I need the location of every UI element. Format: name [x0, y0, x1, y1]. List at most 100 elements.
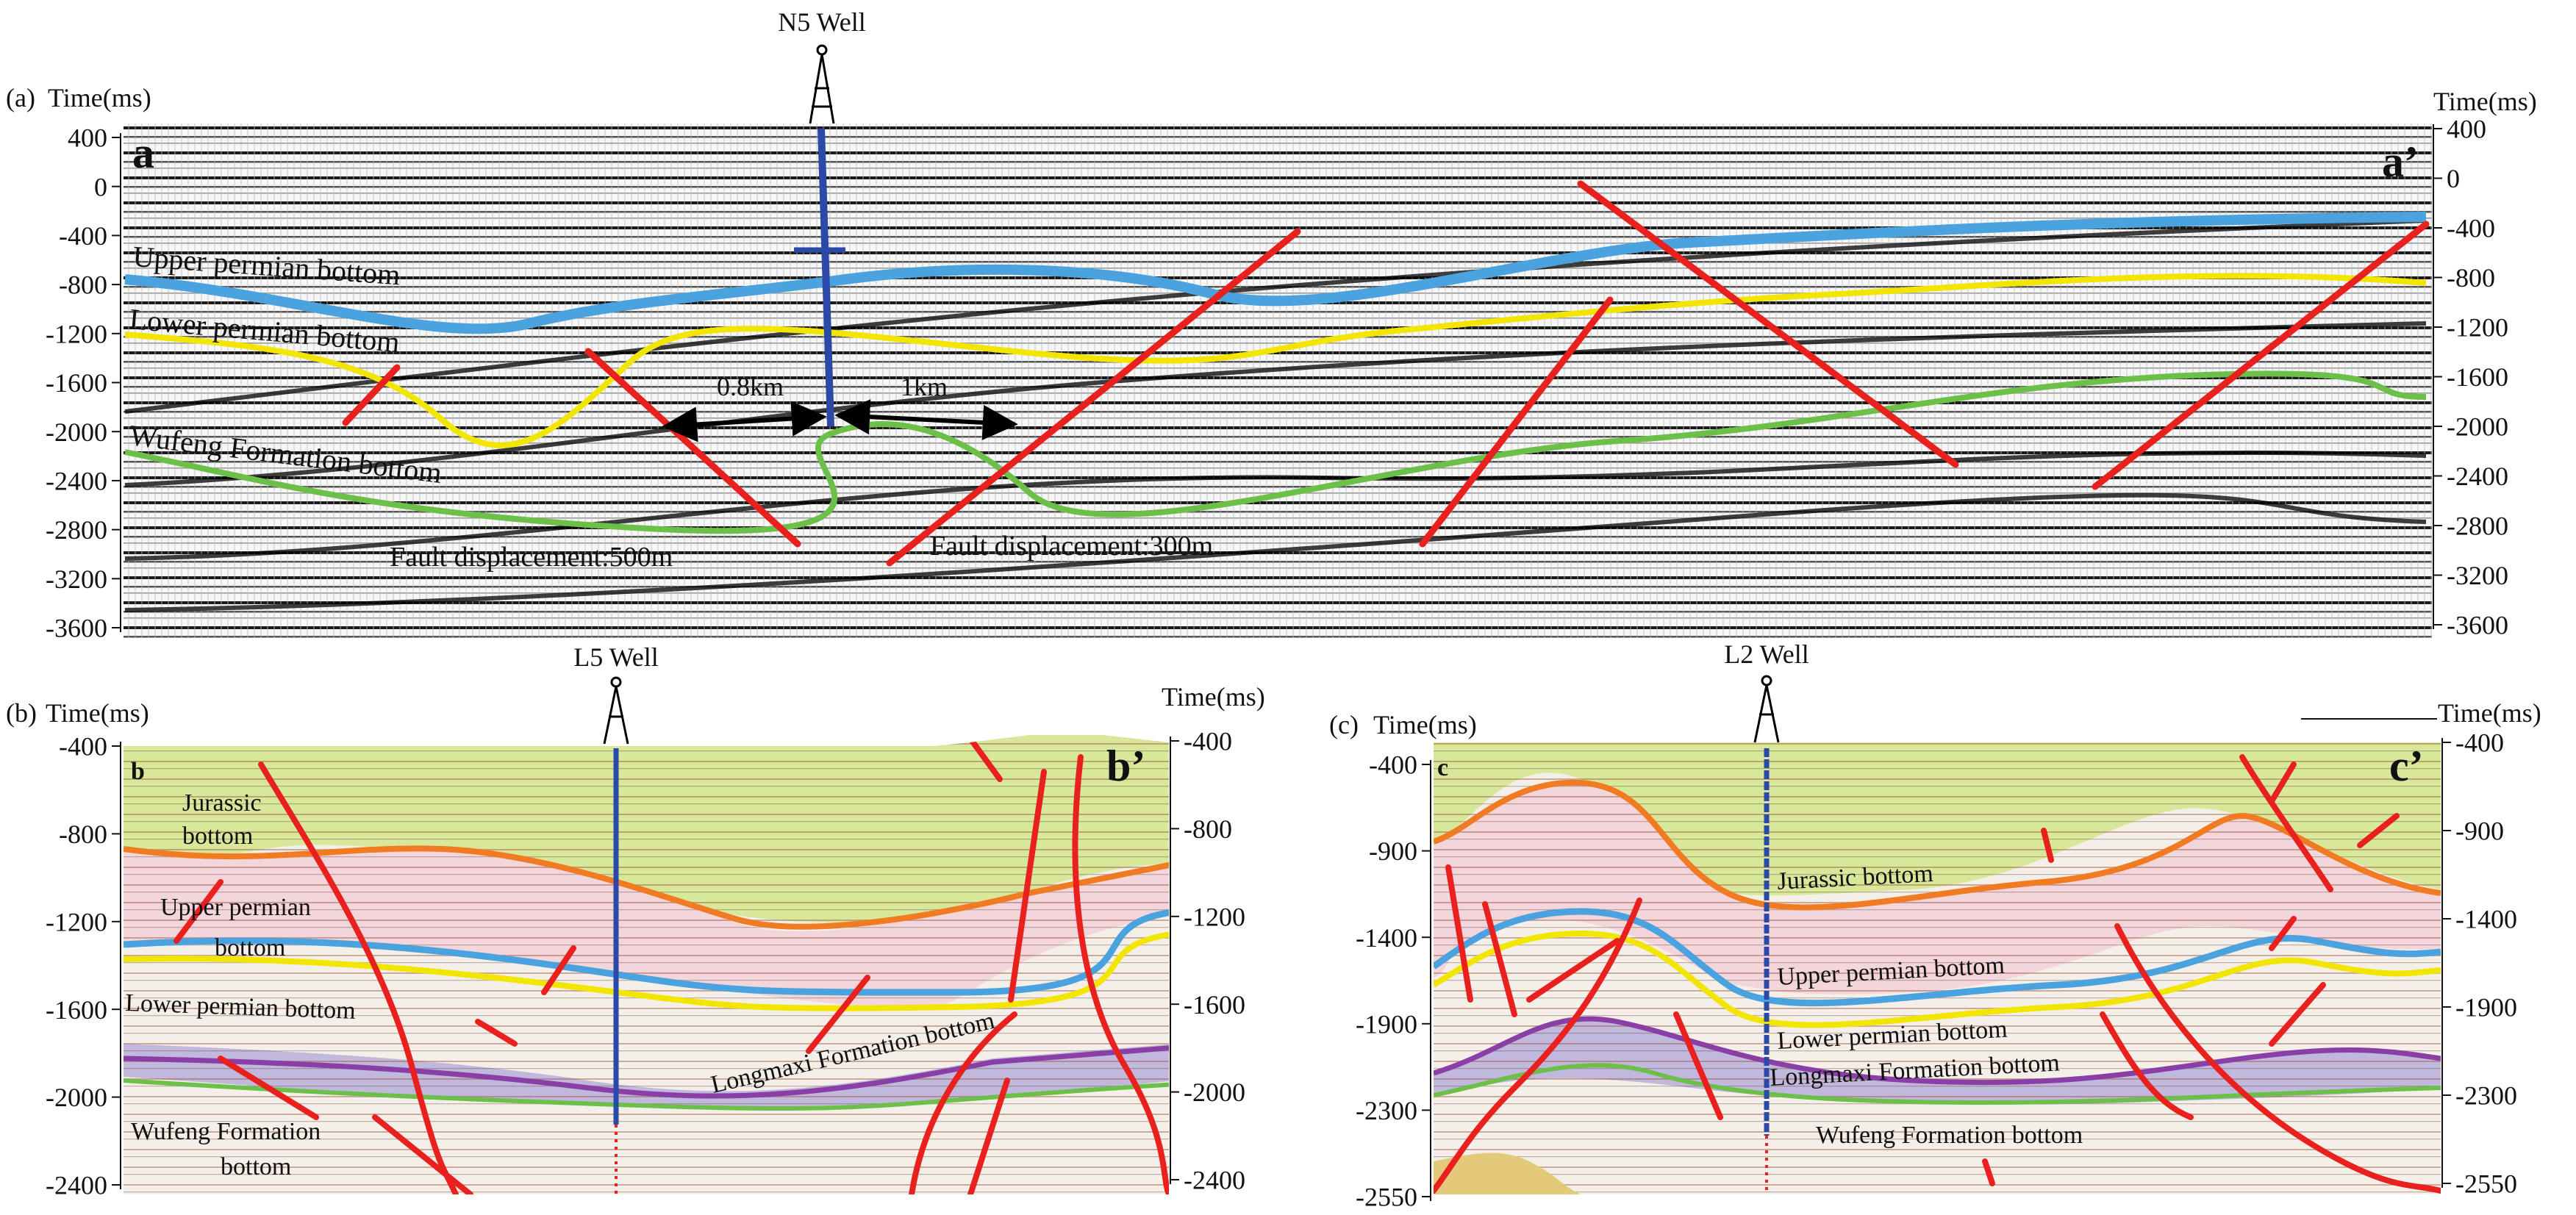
axis-tick-label: -1600 — [1184, 990, 1245, 1019]
fault — [372, 1114, 473, 1194]
axis-tick-label: -800 — [1184, 814, 1232, 844]
well-label: L2 Well — [1724, 639, 1808, 669]
axis-tick-label: -400 — [1184, 727, 1232, 756]
axis-tick-label: -2400 — [46, 467, 107, 496]
axis-tick-label: -3600 — [46, 614, 107, 643]
fault — [886, 228, 1301, 567]
axis-tick-label: -400 — [59, 732, 107, 761]
panel-a-time-label-right: Time(ms) — [2433, 87, 2537, 116]
derrick-icon — [1753, 675, 1780, 743]
fault — [909, 1011, 1017, 1194]
axis-tick-label: -2400 — [1184, 1166, 1245, 1195]
well-label: N5 Well — [778, 7, 865, 37]
well-label: L5 Well — [573, 642, 658, 672]
reflector — [124, 218, 2427, 414]
n5-well: N5 Well — [778, 7, 866, 427]
corner-label-b-prime: b’ — [1106, 742, 1145, 790]
yellow-basement — [1434, 1153, 1581, 1194]
axis-tick-label: -3200 — [2447, 561, 2508, 590]
reflector — [124, 321, 2427, 487]
fault — [541, 945, 576, 995]
axis-tick-label: -1200 — [46, 907, 107, 936]
axis-tick-label: -1900 — [2455, 993, 2517, 1022]
distance-annotations: 0.8km 1km — [662, 372, 1018, 442]
corner-label-b: b — [131, 758, 145, 785]
fault — [1434, 897, 1642, 1194]
axis-tick-label: -1200 — [2447, 313, 2508, 343]
lower-permian-line — [124, 931, 1169, 1011]
panel-a-time-label-left: Time(ms) — [48, 83, 151, 112]
panel-c-time-label-right: Time(ms) — [2438, 698, 2541, 728]
label-fault-displacement-1: Fault displacement:500m — [390, 542, 673, 573]
fault — [967, 736, 1003, 782]
horizon-upper-permian — [124, 212, 2427, 334]
fault — [1072, 754, 1169, 1194]
well-track — [817, 128, 834, 427]
fault — [218, 1055, 319, 1120]
axis-tick-label: -2000 — [46, 417, 107, 447]
axis-tick-label: -1200 — [46, 319, 107, 348]
fault — [1673, 1011, 1723, 1120]
panel-c: L2 Well Jurassic bottom Upper permian bo… — [1329, 639, 2541, 1212]
axis-tick-label: -2000 — [1184, 1078, 1245, 1107]
axis-tick-label: -900 — [2455, 817, 2504, 846]
axis-tick-label: -2800 — [46, 515, 107, 545]
axis-tick-label: -2400 — [46, 1171, 107, 1200]
longmaxi-line — [124, 1044, 1169, 1099]
axis-tick-label: -1600 — [2447, 362, 2508, 392]
label-wufeng-2: bottom — [221, 1153, 291, 1180]
axis-tick-label: -2300 — [1356, 1096, 1417, 1125]
corner-label-a-prime: a’ — [2382, 137, 2419, 186]
axis-tick-label: -3200 — [46, 565, 107, 594]
panel-c-tag: (c) — [1329, 710, 1359, 739]
distance-arrow-right — [834, 399, 1018, 440]
fault — [1482, 901, 1517, 1017]
panel-b-time-label-left: Time(ms) — [46, 698, 149, 728]
fault — [2114, 923, 2441, 1194]
axis-tick-label: -2000 — [46, 1083, 107, 1112]
axis-tick-label: -800 — [2447, 263, 2495, 293]
panel-c-left-axis: -400 -900 -1400 -1900 -2300 -2550 — [1356, 750, 1431, 1212]
axis-tick-label: -400 — [1369, 750, 1417, 780]
lower-permian-line — [1434, 930, 2441, 1028]
fault — [342, 364, 401, 426]
axis-tick-label: -2550 — [2455, 1169, 2517, 1199]
panel-a-tag: (a) — [6, 83, 35, 112]
axis-tick-label: 400 — [68, 123, 107, 153]
axis-tick-label: -2000 — [2447, 412, 2508, 442]
panel-a-reflectors — [124, 218, 2427, 612]
axis-tick-label: -2550 — [1356, 1183, 1417, 1212]
reflector — [124, 492, 2427, 612]
label-jurassic-2: bottom — [182, 822, 253, 850]
axis-tick-label: -400 — [2455, 728, 2504, 758]
fault — [2269, 982, 2326, 1047]
derrick-icon — [809, 44, 835, 124]
fault — [2041, 828, 2054, 863]
upper-permian-line — [124, 908, 1169, 996]
distance-right-label: 1km — [901, 372, 948, 401]
panel-c-time-label-left: Time(ms) — [1373, 710, 1477, 739]
panel-b-left-axis: -400 -800 -1200 -1600 -2000 -2400 — [46, 732, 121, 1200]
axis-tick-label: -800 — [59, 270, 107, 300]
axis-tick-label: -2400 — [2447, 462, 2508, 491]
axis-tick-label: -2800 — [2447, 512, 2508, 541]
distance-arrow-left — [662, 401, 827, 442]
fault — [258, 761, 459, 1194]
label-wufeng: Wufeng Formation bottom — [1816, 1122, 2083, 1149]
panel-b-tag: (b) — [6, 698, 37, 728]
fault — [584, 348, 801, 548]
fault — [475, 1019, 518, 1047]
axis-tick-label: 400 — [2447, 115, 2486, 144]
axis-tick-label: -800 — [59, 820, 107, 849]
axis-tick-label: -400 — [59, 221, 107, 251]
fault — [1008, 769, 1047, 1003]
jurassic-bottom-line — [1434, 779, 2441, 911]
label-jurassic-1: Jurassic — [182, 789, 262, 817]
axis-tick-label: -1400 — [2455, 905, 2517, 934]
label-upper-permian-2: bottom — [215, 934, 285, 961]
fault — [1526, 938, 1620, 1003]
derrick-icon — [603, 676, 629, 745]
fault — [2357, 813, 2400, 848]
axis-tick-label: -3600 — [2447, 611, 2508, 640]
